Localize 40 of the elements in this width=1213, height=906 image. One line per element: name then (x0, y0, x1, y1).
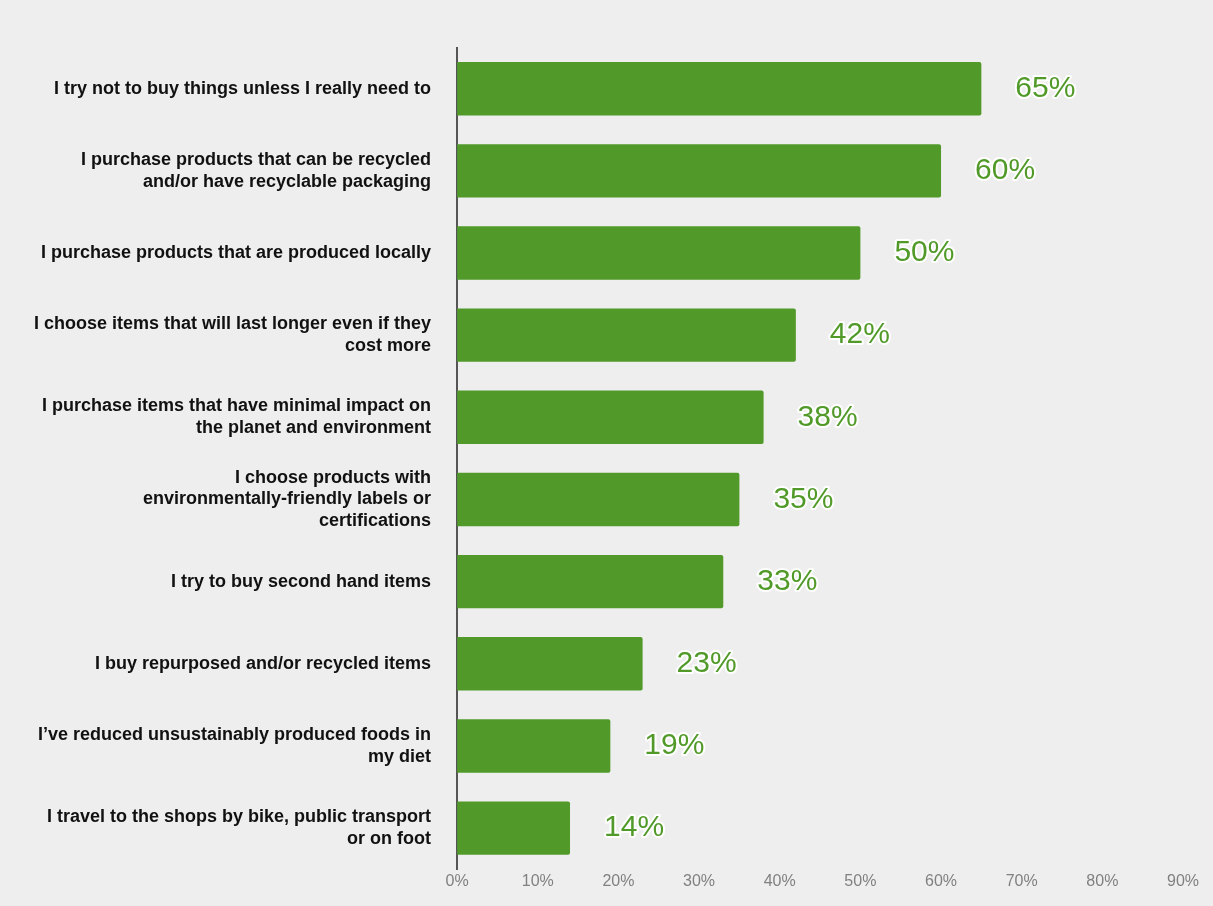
data-label: 38% (797, 398, 858, 432)
y-tick-label: I try to buy second hand items (171, 570, 432, 591)
bar (457, 144, 942, 198)
bar (457, 801, 571, 855)
x-tick-label: 10% (521, 872, 554, 890)
bar (457, 226, 861, 280)
x-tick-label: 0% (445, 872, 469, 890)
data-label: 42% (829, 316, 890, 350)
data-label: 23% (676, 645, 737, 679)
y-tick-label: I purchase products that can be recycled and/or have recyclable packaging (80, 149, 432, 191)
bar (457, 308, 796, 362)
bar (457, 472, 740, 527)
bar (457, 719, 611, 773)
x-tick-label: 90% (1166, 872, 1200, 890)
bar (457, 637, 643, 691)
y-tick-label: I buy repurposed and/or recycled items (94, 652, 432, 673)
y-tick-label: I try not to buy things unless I really need to (54, 77, 432, 98)
x-tick-label: 20% (602, 872, 635, 890)
data-label: 50% (894, 234, 955, 268)
data-label: 14% (604, 809, 665, 843)
bar (457, 554, 724, 609)
data-label: 60% (975, 152, 1036, 186)
bar (457, 390, 764, 445)
x-tick-label: 70% (1005, 872, 1038, 890)
x-tick-label: 40% (763, 872, 796, 890)
x-tick-label: 80% (1086, 872, 1119, 890)
data-label: 65% (1015, 69, 1076, 103)
y-tick-label: I choose items that will last longer even if they cost more (33, 313, 432, 355)
x-tick-label: 50% (844, 872, 877, 890)
y-tick-label: I purchase products that are produced locally (41, 241, 432, 262)
x-tick-label: 30% (683, 872, 716, 890)
bar (457, 61, 982, 116)
x-tick-label: 60% (925, 872, 958, 890)
data-label: 19% (644, 727, 705, 761)
data-label: 33% (757, 562, 818, 596)
data-label: 35% (773, 480, 834, 514)
y-tick-label: I purchase items that have minimal impact on the planet and environment (41, 395, 432, 438)
y-tick-label: I choose products with environmentally-friendly labels or certifications (143, 466, 432, 531)
y-tick-label: I travel to the shops by bike, public transport or on foot (47, 806, 432, 848)
y-tick-label: I’ve reduced unsustainably produced foods in my diet (38, 724, 432, 766)
